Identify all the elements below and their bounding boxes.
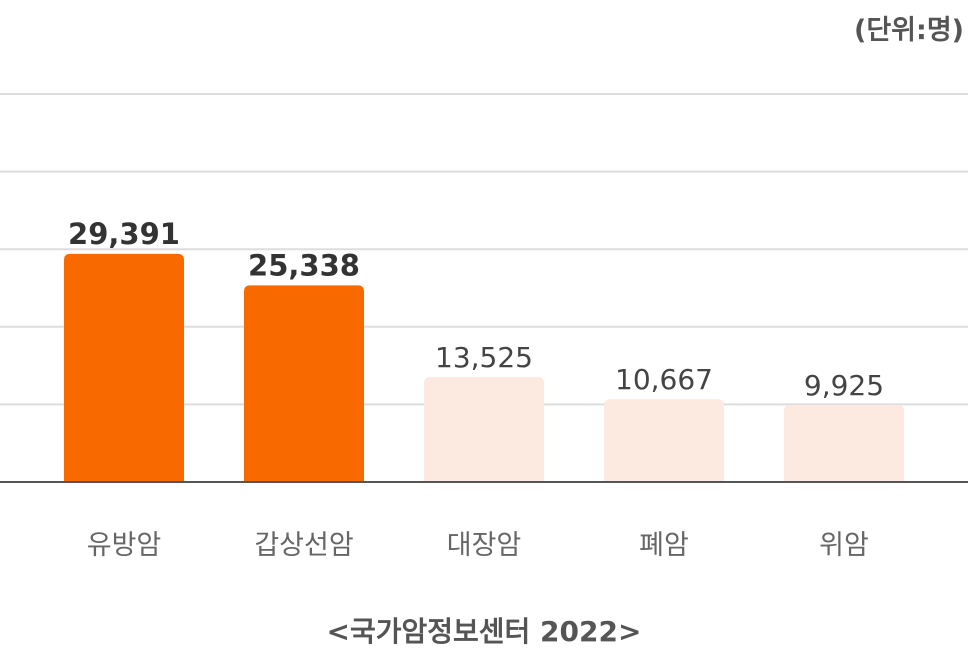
value-label: 29,391 bbox=[68, 217, 180, 251]
value-label: 10,667 bbox=[615, 363, 713, 396]
bar-대장암 bbox=[424, 377, 544, 482]
value-label: 13,525 bbox=[435, 341, 533, 374]
category-label: 폐암 bbox=[639, 530, 689, 561]
bar-chart: 29,391 유방암 25,338 갑상선암 13,525 대장암 10,667 폐암 9,92… bbox=[0, 93, 968, 561]
bar-폐암 bbox=[604, 399, 724, 482]
bar-위암 bbox=[784, 404, 904, 482]
value-label: 9,925 bbox=[804, 369, 884, 402]
category-label: 유방암 bbox=[87, 530, 162, 561]
category-label: 위암 bbox=[819, 530, 869, 561]
bar-유방암 bbox=[64, 253, 184, 482]
value-label: 25,338 bbox=[248, 248, 360, 282]
bar-갑상선암 bbox=[244, 285, 364, 482]
category-label: 갑상선암 bbox=[254, 530, 353, 561]
source-caption: <국가암정보센터 2022> bbox=[326, 615, 642, 648]
unit-label: (단위:명) bbox=[854, 15, 964, 46]
category-label: 대장암 bbox=[447, 530, 522, 561]
